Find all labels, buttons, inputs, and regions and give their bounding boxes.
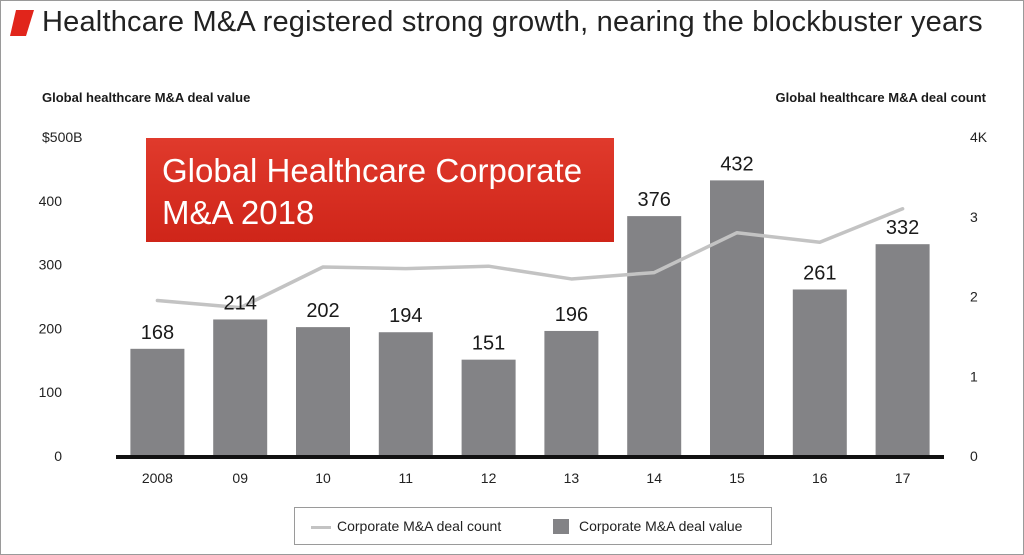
bar [875, 244, 930, 456]
x-tick-label: 16 [812, 470, 828, 486]
x-axis-line [116, 455, 944, 459]
x-tick-label: 11 [399, 470, 414, 486]
report-banner: Global Healthcare Corporate M&A 2018 [146, 138, 614, 242]
left-tick-label: 100 [39, 384, 63, 400]
right-axis-title: Global healthcare M&A deal count [775, 90, 986, 105]
bar-value-label: 376 [638, 189, 671, 211]
bar-value-label: 432 [720, 153, 753, 175]
bar-value-label: 168 [141, 322, 174, 344]
bar [378, 332, 433, 456]
legend-line-label: Corporate M&A deal count [337, 518, 502, 534]
left-tick-label: 300 [39, 257, 63, 273]
bar-value-label: 194 [389, 305, 422, 327]
x-tick-label: 14 [646, 470, 662, 486]
bar [792, 289, 847, 456]
bar [544, 330, 599, 456]
bar [627, 216, 682, 456]
x-tick-label: 13 [564, 470, 580, 486]
deal-count-line [155, 207, 905, 310]
left-tick-label: 400 [39, 193, 63, 209]
bar [296, 327, 350, 456]
right-tick-label: 0 [970, 448, 978, 464]
chart-legend: Corporate M&A deal count Corporate M&A d… [294, 507, 772, 545]
right-tick-label: 1 [970, 368, 978, 384]
bar-value-label: 214 [224, 292, 257, 314]
left-tick-label: 200 [39, 320, 63, 336]
x-tick-label: 09 [232, 470, 248, 486]
bar-value-label: 196 [555, 304, 588, 326]
banner-line-1: Global Healthcare Corporate [162, 152, 583, 189]
right-tick-label: 3 [970, 209, 978, 225]
bar [213, 319, 268, 456]
page-title: Healthcare M&A registered strong growth,… [42, 6, 983, 38]
bar-value-label: 202 [306, 300, 339, 322]
bar [710, 180, 764, 456]
bar-value-label: 261 [803, 262, 836, 284]
headline-accent-icon [10, 10, 34, 36]
legend-bar-swatch [553, 519, 569, 534]
left-tick-label: 0 [54, 448, 62, 464]
right-tick-label: 4K [970, 129, 988, 145]
x-tick-label: 17 [895, 470, 911, 486]
bar [130, 348, 185, 456]
right-tick-label: 2 [970, 289, 978, 305]
legend-line-swatch [311, 526, 331, 529]
left-tick-label: $500B [42, 129, 82, 145]
bar [461, 359, 516, 456]
banner-line-2: M&A 2018 [162, 194, 315, 231]
left-axis-title: Global healthcare M&A deal value [42, 90, 251, 105]
x-tick-label: 15 [729, 470, 745, 486]
bar-value-label: 151 [472, 333, 505, 355]
bar-value-label: 332 [886, 217, 919, 239]
x-tick-label: 2008 [142, 470, 173, 486]
legend-bar-label: Corporate M&A deal value [579, 518, 743, 534]
x-tick-label: 10 [315, 470, 331, 486]
x-tick-label: 12 [481, 470, 497, 486]
